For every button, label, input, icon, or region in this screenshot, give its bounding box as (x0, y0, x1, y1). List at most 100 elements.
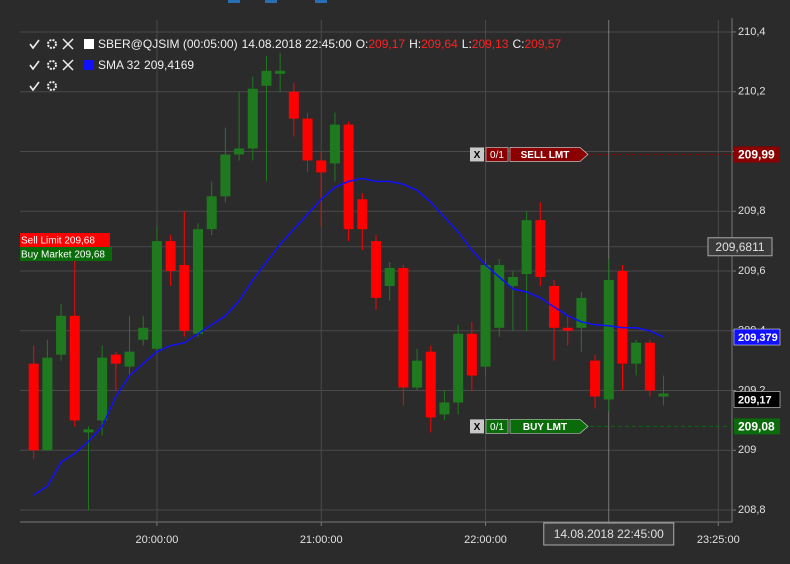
ohlc-key: H: (409, 36, 422, 51)
candle-body (371, 241, 381, 298)
ohlc-value: 209,64 (421, 36, 458, 51)
order-price-label: 209,08 (738, 420, 775, 434)
x-tick-label: 23:25:00 (697, 534, 740, 546)
order-filled: 0/1 (490, 422, 504, 433)
price-tag (733, 391, 781, 408)
order-cancel-box[interactable] (470, 419, 484, 434)
price-tag-label: 209,379 (738, 332, 778, 344)
candle-body (535, 220, 546, 277)
position-label: Sell Limit 209,68 (21, 236, 95, 247)
x-tick-label: 21:00:00 (300, 534, 343, 546)
candle-body (234, 148, 245, 155)
candle-body (56, 315, 67, 355)
legend-icons[interactable] (28, 37, 80, 51)
ohlc-value: 209,13 (471, 36, 509, 51)
candle-body (453, 333, 464, 403)
y-tick-label: 210,2 (738, 86, 766, 98)
order-cancel: X (474, 150, 481, 161)
crosshair-time-tag (543, 522, 675, 546)
candle-body (398, 268, 409, 388)
candle-body (494, 265, 505, 328)
order-filled: 0/1 (490, 150, 504, 161)
toolbar-icon[interactable] (315, 0, 327, 3)
price-tag (733, 328, 781, 346)
candle-body (507, 276, 518, 286)
ohlc-key: O: (355, 36, 369, 51)
crosshair-price-tag (707, 237, 773, 257)
order-label-box (509, 419, 589, 434)
sma-name: SMA 32 (98, 57, 141, 72)
crosshair-price-label: 209,6811 (715, 240, 764, 254)
candle-body (247, 88, 258, 149)
price-tag-label: 209,17 (738, 394, 772, 406)
toolbar-icon[interactable] (265, 0, 277, 3)
y-tick-label: 208,8 (738, 504, 766, 516)
candle-body (644, 342, 655, 391)
ohlc-key: C: (512, 36, 525, 51)
candle-body (165, 241, 176, 271)
legend-swatch (84, 38, 94, 49)
candle-body (302, 118, 313, 161)
candle-body (603, 279, 614, 400)
candle-body (439, 402, 450, 415)
order-price-tag (734, 146, 780, 163)
legend-row: SBER@QJSIM (00:05:00) 14.08.2018 22:45:0… (28, 33, 565, 54)
y-tick-label: 209,6 (738, 265, 766, 277)
candle-body (631, 342, 642, 364)
legend-time: 14.08.2018 22:45:00 (241, 36, 352, 51)
crosshair-time-label: 14.08.2018 22:45:00 (554, 527, 664, 541)
order-filled-box (485, 419, 509, 434)
candle-body (617, 271, 628, 364)
candle-body (179, 265, 190, 331)
candle-body (425, 351, 436, 418)
x-tick-label: 20:00:00 (136, 534, 179, 546)
legend-swatch (84, 59, 94, 70)
order-price-label: 209,99 (738, 148, 775, 162)
y-tick-label: 209,8 (738, 205, 766, 217)
ohlc-value: 209,57 (524, 36, 562, 51)
candle-body (329, 124, 340, 164)
instrument: SBER@QJSIM (00:05:00) (98, 36, 238, 51)
candle-body (480, 265, 491, 367)
candle-body (206, 196, 217, 230)
order-cancel: X (474, 422, 481, 433)
y-tick-label: 210,4 (738, 26, 766, 38)
candle-body (521, 220, 532, 274)
candle-body (343, 124, 354, 230)
order-filled-box (485, 147, 509, 162)
candle-body (658, 393, 669, 397)
candle-body (275, 70, 286, 74)
candle-body (466, 333, 477, 376)
candle-body (220, 154, 231, 197)
position-label-box (20, 233, 110, 247)
order-price-tag (734, 418, 780, 435)
sma-value: 209,4169 (144, 57, 195, 72)
ohlc-value: 209,17 (368, 36, 406, 51)
candle-body (288, 91, 299, 119)
candle-body (590, 360, 601, 397)
legend-icons[interactable] (28, 58, 80, 72)
x-tick-label: 22:00:00 (464, 534, 507, 546)
candle-body (124, 351, 135, 367)
toolbar-icon[interactable] (228, 0, 240, 3)
ohlc: O: 209,17 H: 209,64 L: 209,13 C: 209,57 (356, 37, 566, 51)
candle-body (151, 241, 162, 349)
legend-row: SMA 32 209,4169 (28, 54, 565, 75)
y-tick-label: 209 (738, 444, 756, 456)
candle-body (384, 268, 395, 286)
candle-body (42, 357, 53, 451)
ohlc-key: L: (461, 36, 472, 51)
candle-body (261, 70, 272, 86)
order-cancel-box[interactable] (470, 147, 484, 162)
candle-body (412, 360, 423, 388)
candle-body (316, 160, 327, 173)
candle-body (28, 363, 39, 451)
order-label-box (509, 147, 589, 162)
candle-body (576, 297, 587, 328)
position-label: Buy Market 209,68 (21, 250, 105, 261)
legend-icons[interactable] (28, 79, 80, 93)
candle-body (110, 354, 121, 364)
